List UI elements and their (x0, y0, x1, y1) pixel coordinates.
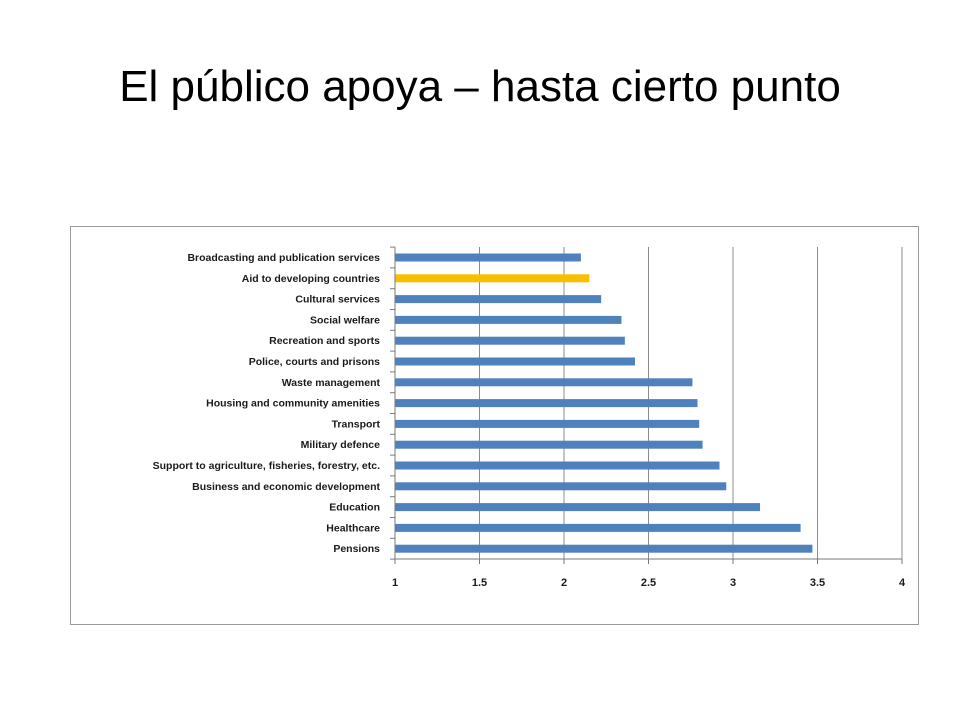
category-label: Military defence (301, 439, 381, 451)
bar (395, 315, 622, 324)
x-tick-label: 1.5 (472, 577, 487, 589)
bar (395, 295, 602, 304)
bar (395, 419, 700, 428)
category-label: Transport (332, 418, 381, 430)
category-label: Business and economic development (192, 481, 380, 493)
bar (395, 544, 813, 553)
x-tick-label: 2 (561, 577, 567, 589)
category-label: Recreation and sports (269, 335, 380, 347)
bar (395, 503, 761, 512)
category-label: Broadcasting and publication services (187, 252, 380, 264)
bar (395, 440, 703, 449)
x-tick-label: 2.5 (641, 577, 656, 589)
category-label: Pensions (333, 543, 380, 555)
x-tick-label: 3.5 (810, 577, 825, 589)
category-label: Police, courts and prisons (249, 356, 380, 368)
bar (395, 253, 581, 262)
bar (395, 274, 590, 283)
x-tick-label: 4 (899, 577, 906, 589)
category-label: Cultural services (295, 294, 380, 306)
category-label: Healthcare (326, 522, 380, 534)
category-label: Aid to developing countries (242, 273, 380, 285)
bar (395, 461, 720, 470)
bar-chart: Broadcasting and publication services Aid… (153, 246, 906, 589)
bar (395, 523, 801, 532)
category-label: Housing and community amenities (206, 398, 380, 410)
x-tick-label: 1 (392, 577, 398, 589)
category-label: Education (329, 502, 380, 514)
bar (395, 378, 693, 387)
bar (395, 336, 625, 345)
slide-title: El público apoya – hasta cierto punto (119, 62, 841, 111)
bar (395, 399, 698, 408)
category-label: Support to agriculture, fisheries, fores… (153, 460, 380, 472)
bar (395, 357, 635, 366)
category-label: Waste management (282, 377, 381, 389)
category-label: Social welfare (310, 314, 380, 326)
bar (395, 482, 727, 491)
chart-frame: Broadcasting and publication services Aid… (70, 226, 919, 625)
x-tick-label: 3 (730, 577, 736, 589)
